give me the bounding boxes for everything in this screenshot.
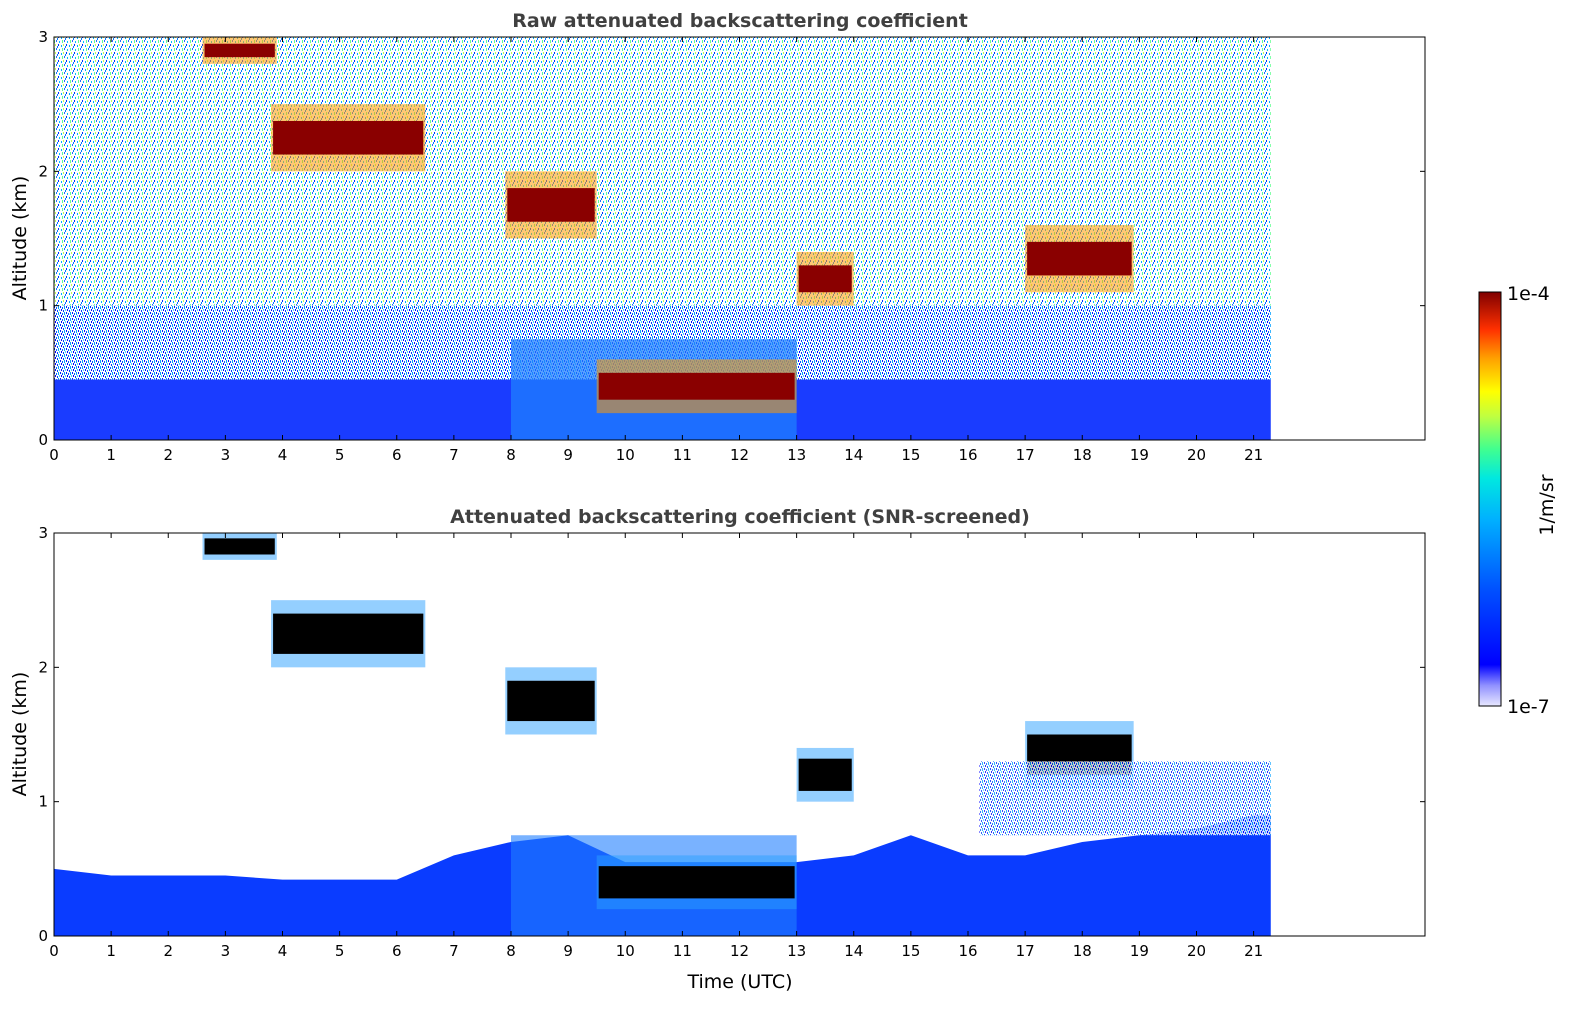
x-tick-label: 17 <box>1016 942 1035 960</box>
x-tick-label: 3 <box>221 446 231 464</box>
chart-title: Attenuated backscattering coefficient (S… <box>450 506 1030 528</box>
x-tick-label: 16 <box>958 446 977 464</box>
y-axis-ticks: 0 1 2 3 <box>38 524 1425 945</box>
colorbar-gradient <box>1478 291 1502 707</box>
x-tick-label: 5 <box>335 446 345 464</box>
cloud-layer <box>204 43 275 58</box>
x-tick-label: 13 <box>787 446 806 464</box>
x-tick-label: 6 <box>392 446 402 464</box>
x-tick-label: 15 <box>901 942 920 960</box>
x-axis-ticks: 0 1 2 3 4 5 6 7 8 9 10 11 12 13 14 15 16 17 18 19 20 21 <box>49 37 1263 464</box>
x-axis-ticks: 0 1 2 3 4 5 6 7 8 9 10 11 12 13 14 15 16 17 18 19 20 21 <box>49 533 1263 960</box>
cloud-layer <box>507 188 595 222</box>
y-axis-label: Altitude (km) <box>9 176 31 301</box>
x-tick-label: 18 <box>1073 942 1092 960</box>
cloud-layer <box>798 265 852 293</box>
x-tick-label: 14 <box>844 446 863 464</box>
chart-title: Raw attenuated backscattering coefficien… <box>512 10 968 32</box>
cloud-layer <box>507 680 595 722</box>
x-tick-label: 10 <box>616 446 635 464</box>
x-tick-label: 6 <box>392 942 402 960</box>
cloud-layer <box>204 538 275 555</box>
cloud-layer <box>1027 241 1132 276</box>
x-tick-label: 12 <box>730 446 749 464</box>
x-tick-label: 11 <box>673 446 692 464</box>
y-tick-label: 2 <box>38 162 48 180</box>
x-tick-label: 10 <box>616 942 635 960</box>
x-tick-label: 18 <box>1073 446 1092 464</box>
y-tick-label: 0 <box>38 927 48 945</box>
snr-screened-panel: Attenuated backscattering coefficient (S… <box>9 506 1426 993</box>
cloud-layer <box>273 613 424 654</box>
x-tick-label: 17 <box>1016 446 1035 464</box>
x-tick-label: 13 <box>787 942 806 960</box>
x-tick-label: 16 <box>958 942 977 960</box>
x-tick-label: 21 <box>1244 446 1263 464</box>
x-tick-label: 9 <box>563 942 573 960</box>
x-tick-label: 2 <box>163 446 173 464</box>
x-tick-label: 19 <box>1130 942 1149 960</box>
x-tick-label: 7 <box>449 446 459 464</box>
colorbar: 1e-4 1e-7 1/m/sr <box>1478 283 1558 718</box>
y-tick-label: 2 <box>38 658 48 676</box>
x-tick-label: 20 <box>1187 446 1206 464</box>
colorbar-min-label: 1e-7 <box>1507 696 1550 718</box>
x-tick-label: 1 <box>106 942 116 960</box>
x-tick-label: 8 <box>506 446 516 464</box>
y-tick-label: 3 <box>38 524 48 542</box>
x-tick-label: 1 <box>106 446 116 464</box>
x-tick-label: 12 <box>730 942 749 960</box>
x-tick-label: 5 <box>335 942 345 960</box>
x-tick-label: 15 <box>901 446 920 464</box>
raw-backscatter-panel: Raw attenuated backscattering coefficien… <box>9 10 1426 464</box>
x-tick-label: 19 <box>1130 446 1149 464</box>
x-tick-label: 0 <box>49 942 59 960</box>
x-tick-label: 20 <box>1187 942 1206 960</box>
cloud-layer <box>798 758 852 791</box>
colorbar-unit-label: 1/m/sr <box>1536 474 1558 535</box>
x-tick-label: 21 <box>1244 942 1263 960</box>
x-tick-label: 4 <box>278 942 288 960</box>
x-tick-label: 2 <box>163 942 173 960</box>
x-tick-label: 7 <box>449 942 459 960</box>
speckle-region <box>979 761 1271 836</box>
x-tick-label: 11 <box>673 942 692 960</box>
heatmap-layer <box>54 37 1271 440</box>
cloud-layer <box>598 866 795 899</box>
y-tick-label: 3 <box>38 28 48 46</box>
y-tick-label: 1 <box>38 297 48 315</box>
heatmap-layer <box>54 533 1271 936</box>
y-tick-label: 1 <box>38 793 48 811</box>
y-axis-label: Altitude (km) <box>9 672 31 797</box>
x-tick-label: 8 <box>506 942 516 960</box>
x-tick-label: 9 <box>563 446 573 464</box>
x-tick-label: 3 <box>221 942 231 960</box>
y-tick-label: 0 <box>38 431 48 449</box>
cloud-layer <box>598 372 795 400</box>
x-tick-label: 4 <box>278 446 288 464</box>
x-axis-label: Time (UTC) <box>686 971 792 993</box>
colorbar-max-label: 1e-4 <box>1507 283 1550 305</box>
y-axis-ticks: 0 1 2 3 <box>38 28 1425 449</box>
cloud-layer <box>273 120 424 155</box>
x-tick-label: 14 <box>844 942 863 960</box>
x-tick-label: 0 <box>49 446 59 464</box>
